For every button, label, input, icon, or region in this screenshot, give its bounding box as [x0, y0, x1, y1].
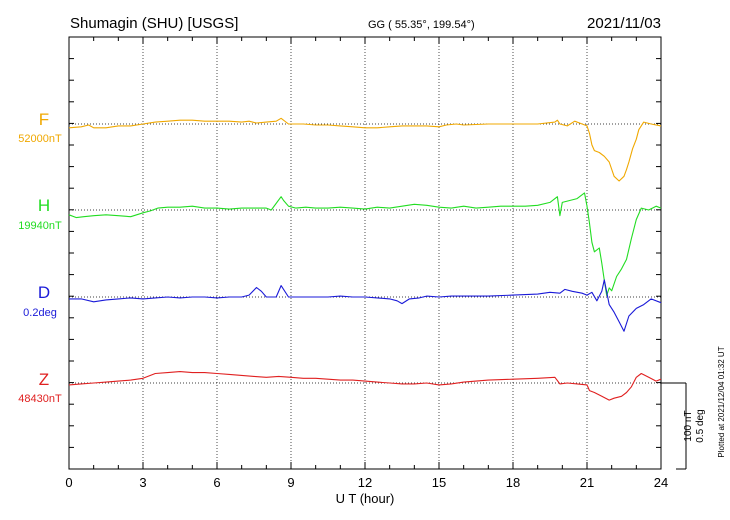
x-tick-label-9: 9 — [287, 475, 294, 490]
chart-title: Shumagin (SHU) [USGS] — [70, 15, 238, 32]
series-line-D — [69, 279, 662, 332]
x-tick-label-18: 18 — [506, 475, 520, 490]
scale-bar: 100 nT 0.5 deg — [661, 382, 706, 470]
series-name-H: H — [38, 196, 50, 215]
series-name-F: F — [39, 110, 49, 129]
x-tick-labels: 0 3 6 9 12 15 18 21 24 — [65, 475, 668, 490]
x-tick-label-21: 21 — [580, 475, 594, 490]
x-tick-label-12: 12 — [358, 475, 372, 490]
series-baseline-D: 0.2deg — [23, 307, 57, 319]
scale-label-deg: 0.5 deg — [695, 409, 706, 442]
series-name-Z: Z — [39, 370, 49, 389]
date-label: 2021/11/03 — [587, 15, 661, 32]
series-line-F — [68, 117, 662, 182]
x-tick-label-3: 3 — [139, 475, 146, 490]
x-tick-label-0: 0 — [65, 475, 72, 490]
series-baseline-H: 19940nT — [18, 220, 62, 232]
series-name-D: D — [38, 283, 50, 302]
plot-frame — [68, 36, 662, 470]
scale-label-nt: 100 nT — [683, 410, 694, 441]
series-labels: F 52000nT H 19940nT D 0.2deg Z 48430nT — [18, 110, 62, 405]
coordinates-label: GG ( 55.35°, 199.54°) — [368, 19, 475, 31]
grid — [69, 37, 661, 469]
x-tick-label-15: 15 — [432, 475, 446, 490]
series-lines — [68, 117, 662, 401]
series-baseline-Z: 48430nT — [18, 393, 62, 405]
series-baseline-F: 52000nT — [18, 133, 62, 145]
axis-ticks — [68, 36, 662, 469]
series-line-Z — [68, 371, 662, 401]
x-tick-label-24: 24 — [654, 475, 668, 490]
x-tick-label-6: 6 — [213, 475, 220, 490]
x-axis-label: U T (hour) — [336, 491, 395, 506]
plotted-timestamp: Plotted at 2021/12/04 01:32 UT — [717, 346, 726, 457]
